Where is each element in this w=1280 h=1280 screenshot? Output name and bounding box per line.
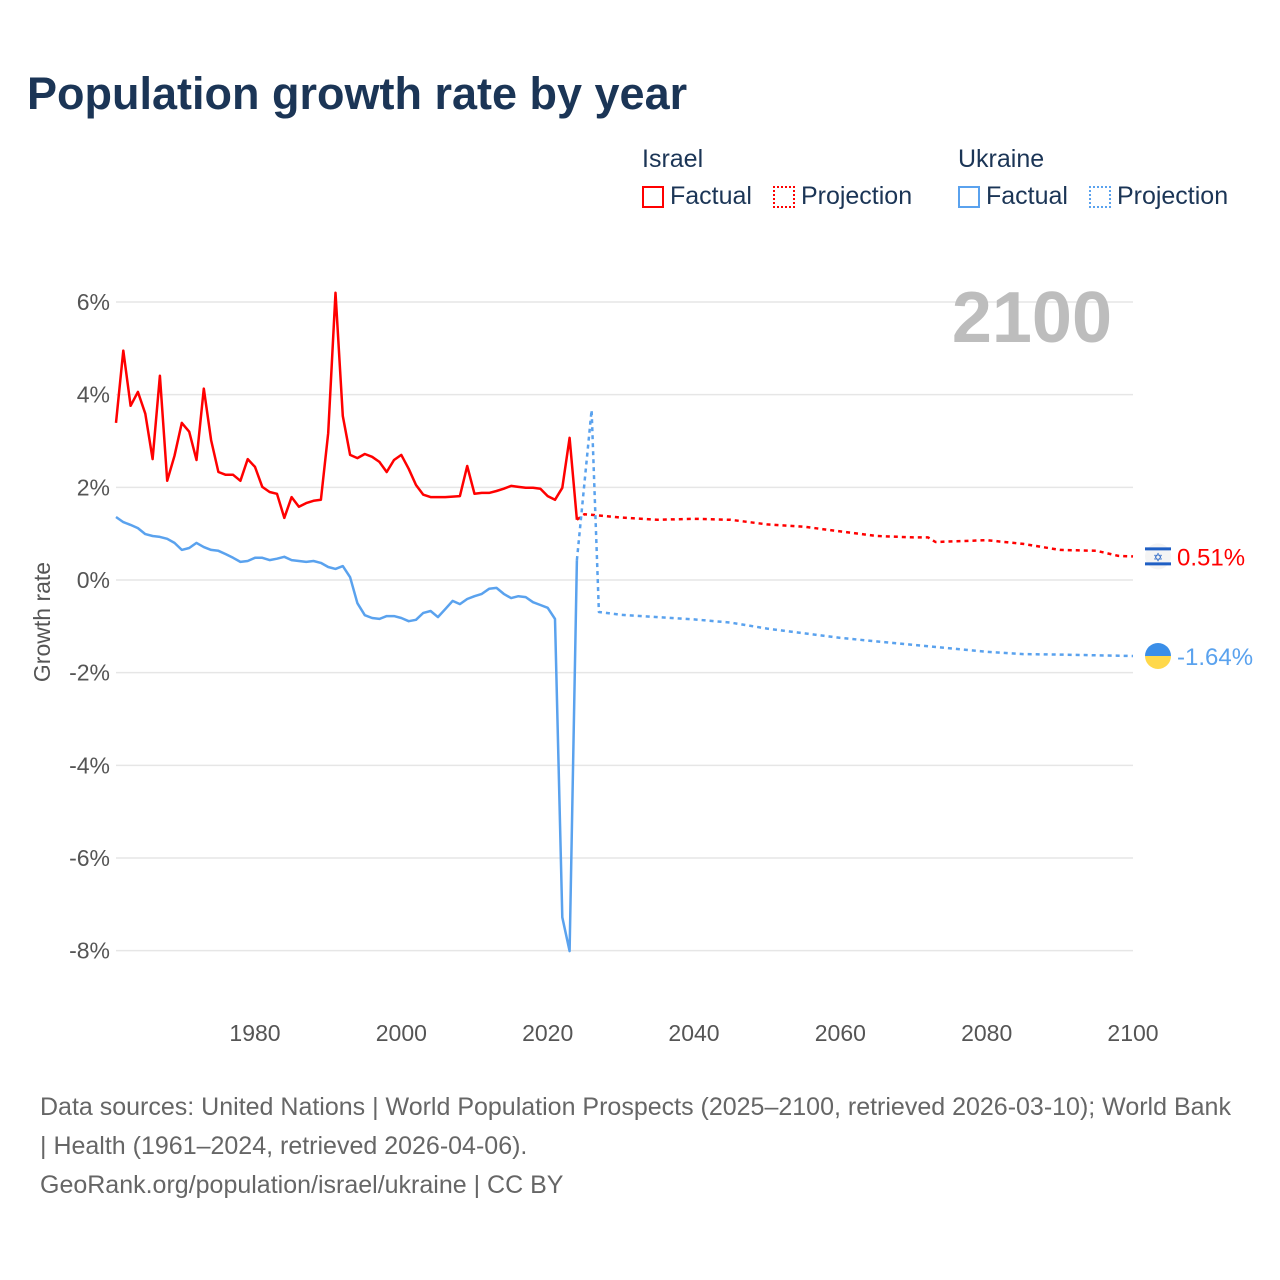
legend-swatch (772, 185, 795, 208)
gridlines (116, 301, 1133, 952)
series-line-israel-factual[interactable] (114, 291, 579, 520)
end-labels: ✡ 0.51% -1.64% (1145, 543, 1253, 671)
legend-swatch (958, 185, 980, 208)
source-link[interactable]: GeoRank.org/population/israel/ukraine | … (40, 1171, 564, 1199)
legend-item-israel-projection[interactable]: Projection (772, 182, 913, 211)
year-label: 2100 (952, 278, 1112, 358)
y-tick-label: 0% (77, 567, 110, 593)
x-tick-label: 2000 (376, 1020, 427, 1046)
legend-item-ukraine-factual[interactable]: Factual (958, 182, 1068, 211)
y-axis-label: Growth rate (29, 562, 55, 682)
legend-label: Projection (1116, 182, 1229, 210)
legend-group-israel: Israel Factual Projection (642, 145, 926, 215)
end-value-label: 0.51% (1177, 544, 1245, 571)
legend-label: Projection (800, 182, 913, 210)
svg-text:✡: ✡ (1153, 550, 1163, 564)
legend-heading: Ukraine (958, 145, 1045, 173)
end-value-label: -1.64% (1177, 644, 1253, 671)
x-tick-label: 1980 (229, 1020, 280, 1046)
legend-item-ukraine-projection[interactable]: Projection (1088, 182, 1229, 211)
legend-label: Factual (986, 182, 1068, 210)
y-tick-label: -8% (69, 938, 110, 964)
y-tick-label: -6% (69, 845, 110, 871)
footer: Data sources: United Nations | World Pop… (40, 1088, 1240, 1205)
chart-title: Population growth rate by year (27, 68, 688, 119)
x-tick-label: 2080 (961, 1020, 1012, 1046)
x-axis-ticks: 1980 2000 2020 2040 2060 2080 2100 (229, 1020, 1158, 1046)
y-tick-label: 4% (77, 382, 110, 408)
y-axis-ticks: 6% 4% 2% 0% -2% -4% -6% -8% (69, 289, 110, 964)
series-lines (114, 291, 1134, 953)
legend-swatch (642, 185, 664, 208)
israel-flag-icon: ✡ (1145, 543, 1171, 570)
y-tick-label: -4% (69, 752, 110, 778)
series-line-israel-projection[interactable] (576, 512, 1134, 558)
legend-group-ukraine: Ukraine Factual Projection (958, 145, 1242, 215)
x-tick-label: 2100 (1107, 1020, 1158, 1046)
ukraine-flag-icon (1145, 642, 1171, 669)
y-tick-label: -2% (69, 660, 110, 686)
y-tick-label: 6% (77, 289, 110, 315)
series-line-ukraine-factual[interactable] (115, 515, 579, 953)
legend-item-israel-factual[interactable]: Factual (642, 182, 752, 211)
legend-heading: Israel (642, 145, 704, 173)
series-line-ukraine-projection[interactable] (575, 408, 1134, 658)
x-tick-label: 2040 (668, 1020, 719, 1046)
x-tick-label: 2060 (815, 1020, 866, 1046)
data-sources: Data sources: United Nations | World Pop… (40, 1093, 1231, 1160)
y-tick-label: 2% (77, 474, 110, 500)
plot-area: 6% 4% 2% 0% -2% -4% -6% -8% 1980 2000 2020 2040 206… (29, 278, 1253, 1046)
legend-label: Factual (670, 182, 752, 210)
legend-swatch (1088, 185, 1111, 208)
x-tick-label: 2020 (522, 1020, 573, 1046)
